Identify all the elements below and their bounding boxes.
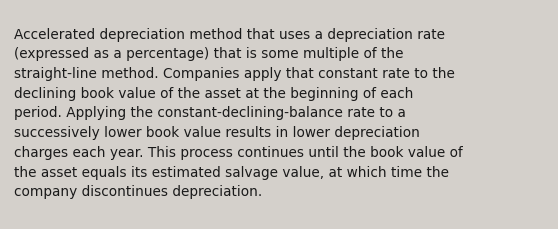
Text: Accelerated depreciation method that uses a depreciation rate
(expressed as a pe: Accelerated depreciation method that use… xyxy=(14,27,463,199)
